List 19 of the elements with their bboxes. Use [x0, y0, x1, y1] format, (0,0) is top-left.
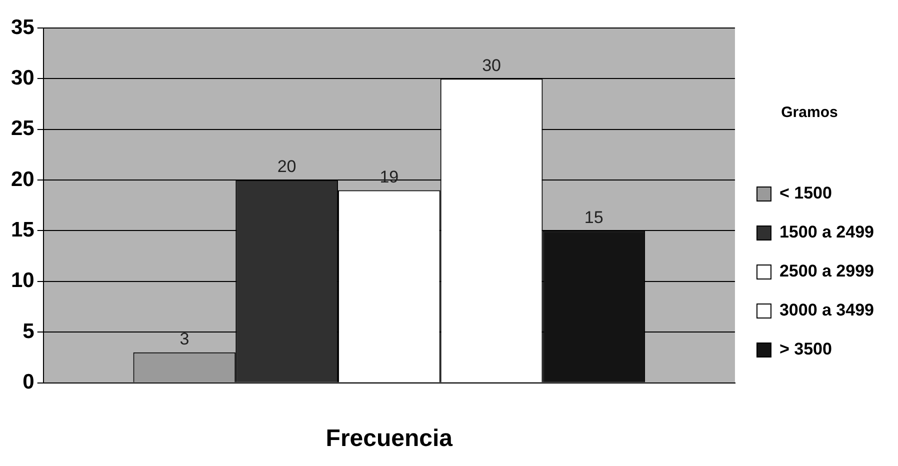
data-label: 15	[584, 208, 604, 227]
y-tick-label: 35	[11, 16, 35, 39]
data-label: 20	[277, 157, 296, 176]
y-tick-label: 30	[11, 66, 34, 90]
data-label: 30	[482, 56, 501, 75]
legend-label: 1500 a 2499	[779, 222, 874, 242]
legend-title: Gramos	[781, 104, 838, 122]
y-tick-label: 25	[11, 117, 35, 140]
x-axis-title: Frecuencia	[326, 425, 454, 452]
y-tick-label: 15	[11, 218, 35, 242]
y-tick-label: 0	[22, 370, 34, 394]
legend-label: > 3500	[779, 340, 832, 359]
data-label: 3	[180, 330, 190, 349]
legend-label: 2500 a 2999	[779, 262, 874, 281]
y-tick-label: 5	[22, 320, 35, 343]
y-tick-label: 20	[11, 168, 34, 191]
legend-label: < 1500	[779, 184, 832, 203]
legend-label: 3000 a 3499	[779, 300, 874, 320]
y-tick-label: 10	[11, 269, 34, 292]
